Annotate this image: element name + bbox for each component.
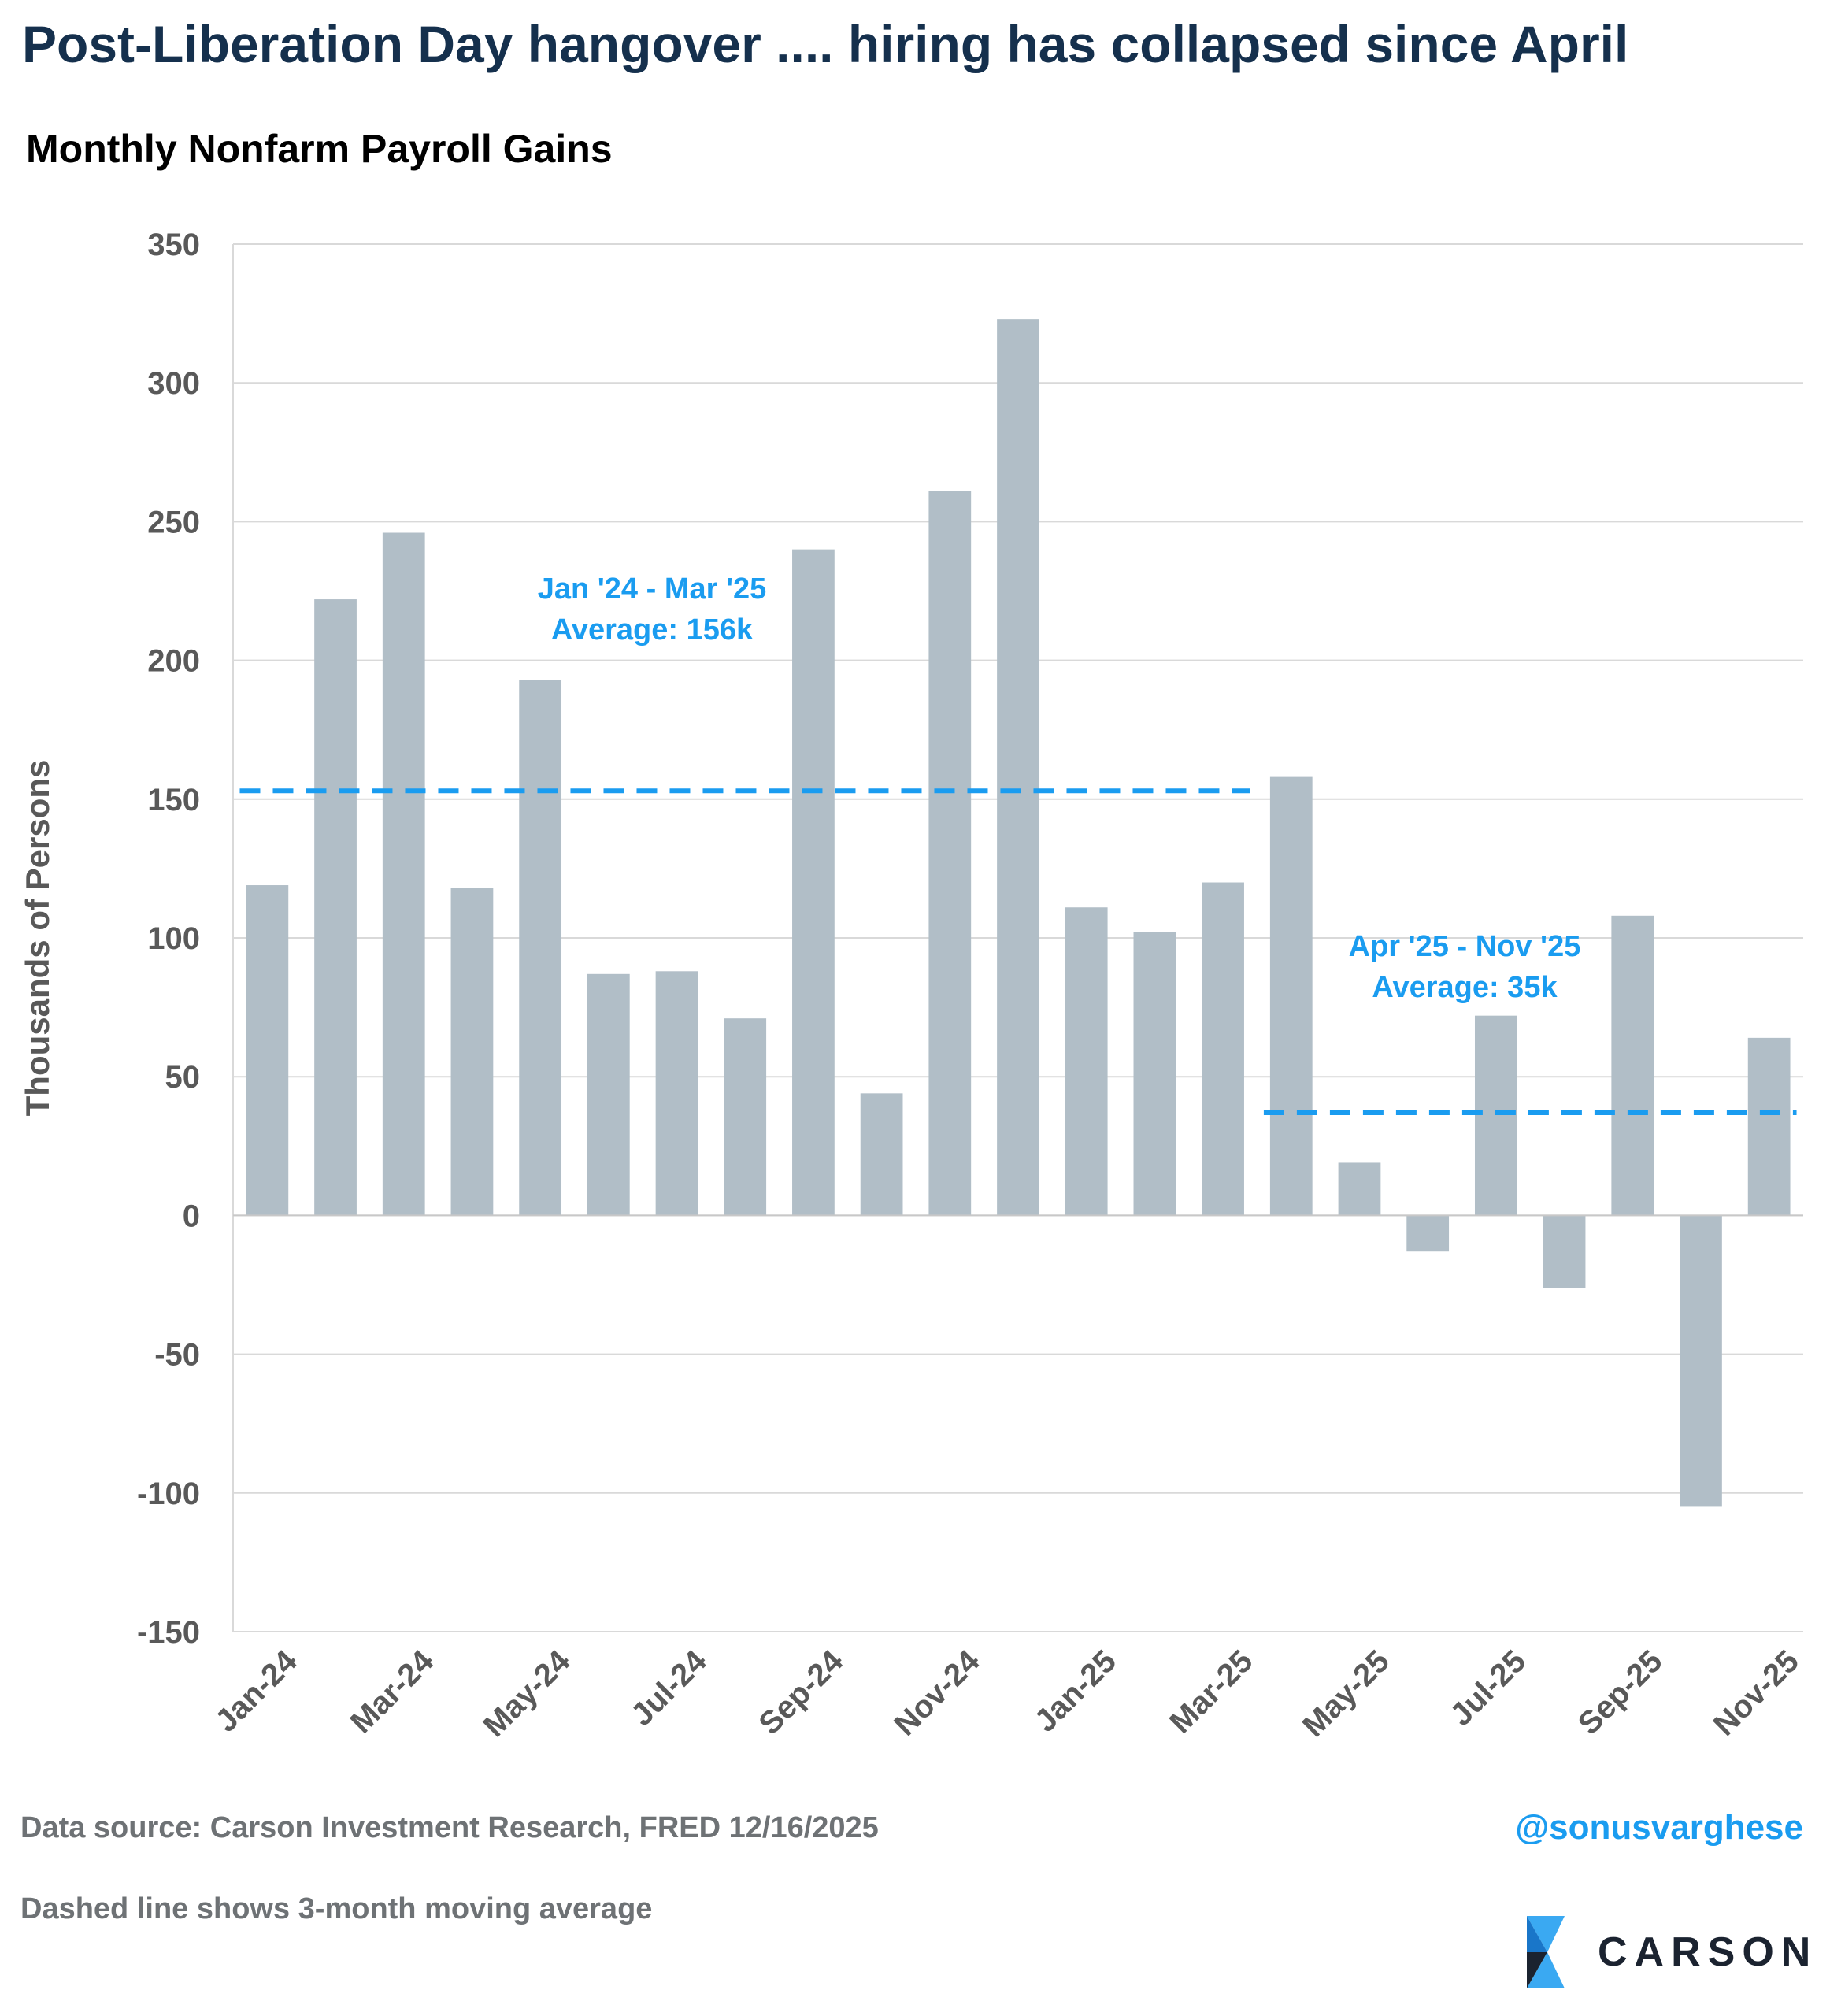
x-tick-label: Jan-24 [209,1644,304,1739]
bar [724,1018,767,1216]
x-tick-label: May-24 [476,1644,577,1744]
bar [655,971,698,1216]
average-annotation-line2: Average: 35k [1372,971,1558,1004]
bar [860,1093,903,1216]
bar [314,599,357,1216]
bar [1133,932,1176,1216]
x-tick-label: Nov-25 [1707,1644,1806,1742]
bar [1065,907,1108,1216]
x-tick-label: Nov-24 [887,1644,987,1743]
y-tick-label: -100 [137,1477,200,1511]
bar [997,319,1039,1216]
y-tick-label: 300 [147,366,200,401]
bar [450,888,494,1216]
bar [928,491,972,1216]
average-annotation-line2: Average: 156k [551,613,754,647]
x-tick-label: Jul-24 [624,1644,713,1732]
y-tick-label: 100 [147,921,200,956]
y-tick-label: -150 [137,1615,200,1650]
bar [587,973,630,1216]
average-annotation-line1: Apr '25 - Nov '25 [1349,930,1581,963]
y-tick-label: 350 [147,228,200,262]
chart-subtitle: Monthly Nonfarm Payroll Gains [26,127,613,171]
bar [1269,776,1313,1216]
data-source-note: Data source: Carson Investment Research,… [20,1811,879,1844]
y-axis-title: Thousands of Persons [19,760,56,1117]
y-tick-label: 50 [165,1060,201,1095]
bar [1543,1215,1586,1288]
average-annotation-line1: Jan '24 - Mar '25 [538,573,767,606]
carson-logo: CARSON [1516,1910,1810,1996]
moving-average-note: Dashed line shows 3-month moving average [20,1892,653,1925]
chart-title: Post-Liberation Day hangover .... hiring… [22,15,1629,73]
y-tick-label: 150 [147,783,200,817]
bar [1474,1015,1517,1216]
x-tick-label: Jul-25 [1443,1644,1532,1732]
y-tick-label: 0 [183,1199,200,1233]
carson-logo-text: CARSON [1598,1929,1818,1975]
bar [1202,882,1244,1216]
bar [382,532,425,1216]
x-tick-label: Mar-25 [1163,1644,1259,1740]
y-tick-label: 200 [147,644,200,679]
bar-chart: 350 300 250 200 150 100 50 0 -50 -100 -150 Jan-24 Ma… [19,228,1806,1744]
x-tick-label: Sep-24 [752,1644,850,1741]
x-tick-label: Sep-25 [1572,1644,1669,1741]
x-tick-label: May-25 [1296,1644,1396,1744]
bar [792,549,835,1216]
bar [1406,1215,1450,1252]
bar [1338,1162,1381,1216]
bar [1680,1215,1722,1507]
bar [246,885,289,1216]
carson-logo-mark-icon [1527,1916,1565,1988]
y-tick-label: -50 [154,1338,200,1373]
y-tick-label: 250 [147,505,200,539]
bar [1611,915,1654,1216]
x-tick-label: Jan-25 [1028,1644,1123,1739]
x-tick-label: Mar-24 [344,1644,441,1740]
bar [1747,1037,1791,1216]
author-handle: @sonusvarghese [1515,1808,1803,1847]
bar [519,680,562,1216]
